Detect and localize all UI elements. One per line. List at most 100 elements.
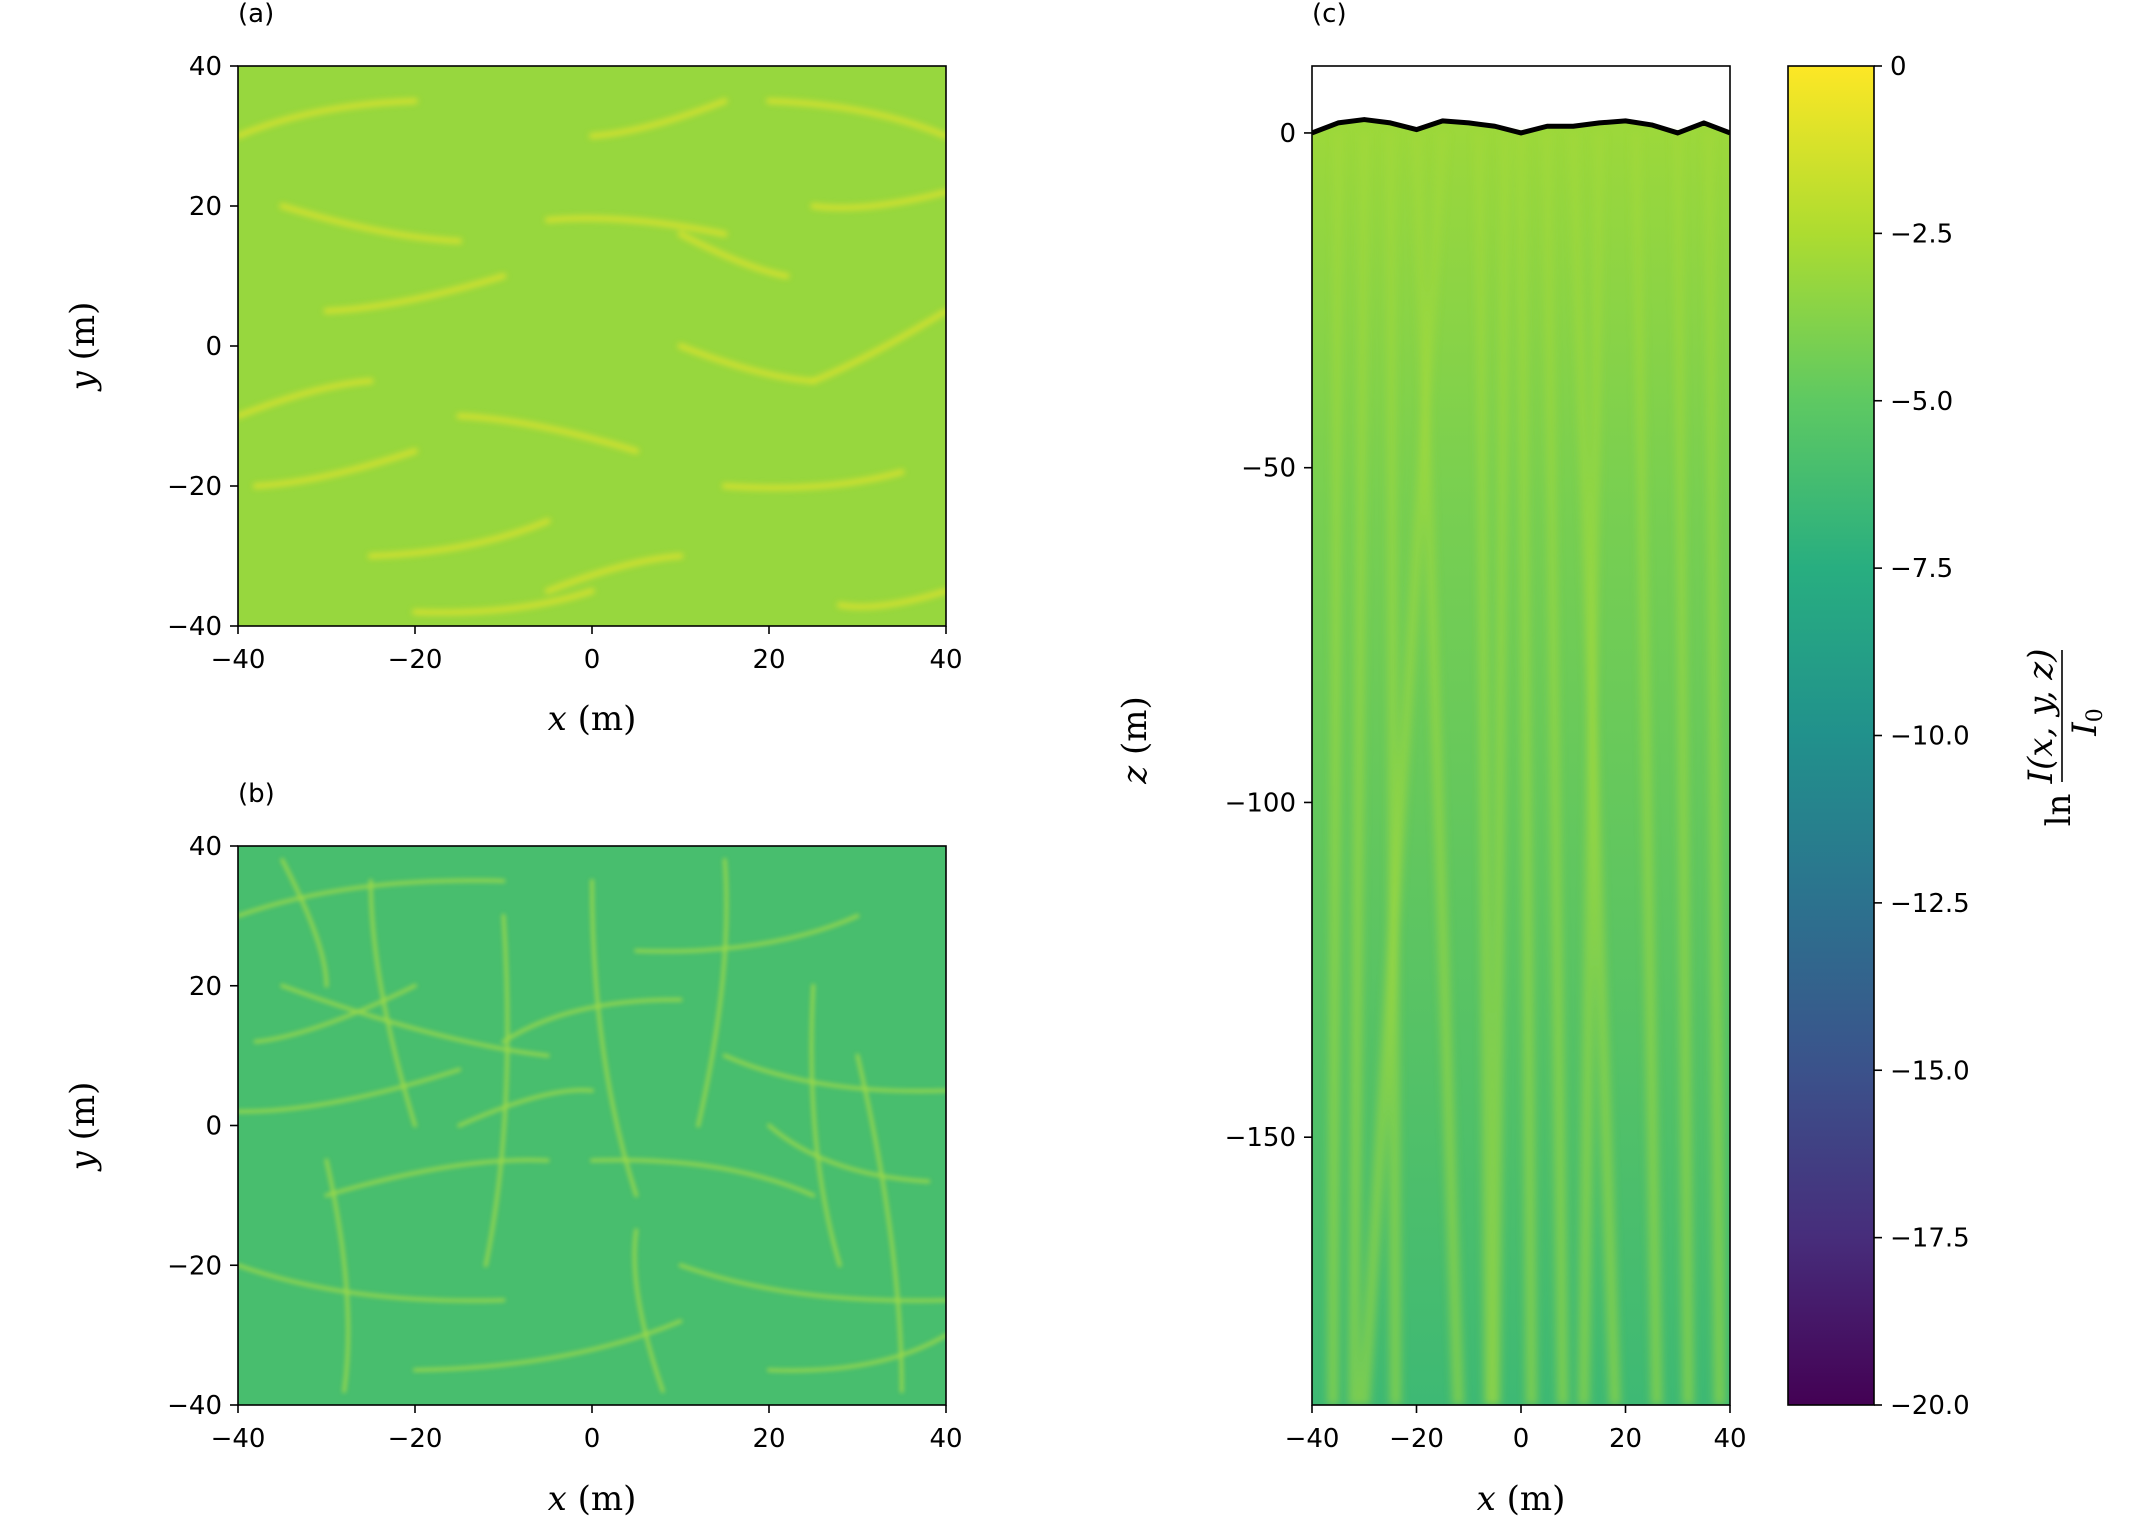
caustic-streak	[696, 857, 729, 1128]
light-shaft	[1475, 132, 1496, 1405]
panel-b: (b) −40 −20 0 20 40 −40 −20 0 20 40 x (m) y (m)	[63, 779, 963, 1519]
light-shaft	[1631, 132, 1663, 1405]
ytick-label: 40	[189, 52, 222, 82]
xtick-label: 0	[584, 645, 601, 675]
caustic-streak	[721, 469, 905, 491]
light-shafts	[1326, 132, 1726, 1405]
caustic-streak	[367, 518, 551, 559]
xtick-label: 40	[1713, 1424, 1746, 1454]
xtick-label: −20	[1389, 1424, 1444, 1454]
xtick-label: 20	[1609, 1424, 1642, 1454]
colorbar-tick-label: −2.5	[1890, 219, 1953, 249]
colorbar-label-prefix: ln	[2039, 794, 2079, 827]
water-column	[1312, 119, 1730, 1405]
colorbar-label-numerator: I(x, y, z)	[2021, 649, 2061, 785]
caustic-streak	[280, 857, 329, 988]
caustic-streak	[280, 983, 550, 1058]
xtick-label: 40	[929, 645, 962, 675]
xtick-label: 20	[752, 1424, 785, 1454]
panel-c-ticks: −40 −20 0 20 40 0 −50 −100 −150	[1225, 119, 1747, 1454]
panel-b-xlabel: x (m)	[548, 1479, 637, 1519]
light-shaft	[1673, 132, 1695, 1405]
caustic-streak	[368, 878, 417, 1128]
light-shaft	[1358, 132, 1447, 1405]
ytick-label: −150	[1225, 1123, 1296, 1153]
xtick-label: 40	[929, 1424, 962, 1454]
ytick-label: −20	[167, 1251, 222, 1281]
panel-b-ticks: −40 −20 0 20 40 −40 −20 0 20 40	[167, 832, 962, 1454]
caustic-streak	[253, 983, 417, 1044]
light-shaft	[1326, 132, 1343, 1405]
ytick-label: −50	[1241, 454, 1296, 484]
light-shaft	[1705, 132, 1726, 1405]
caustic-streak	[722, 1053, 946, 1094]
caustic-streak	[544, 215, 728, 237]
light-shaft	[1517, 132, 1538, 1405]
caustic-streak	[238, 878, 506, 918]
colorbar: 0 −2.5 −5.0 −7.5 −10.0 −12.5 −15.0 −17.5 −20.0 l…	[1787, 52, 2108, 1421]
surface-wave-line	[1312, 117, 1730, 136]
panel-c-water	[1312, 117, 1730, 1405]
panel-a-ticks: −40 −20 0 20 40 −40 −20 0 20 40	[167, 52, 962, 675]
caustic-streak	[836, 588, 946, 610]
ytick-label: 20	[189, 972, 222, 1002]
xtick-label: 0	[1513, 1424, 1530, 1454]
colorbar-tick-label: −17.5	[1890, 1224, 1970, 1254]
caustic-streak	[412, 588, 595, 616]
panel-a-background	[238, 66, 946, 626]
panel-a-label: (a)	[238, 0, 274, 29]
ytick-label: −100	[1225, 788, 1296, 818]
ytick-label: 0	[205, 1112, 222, 1142]
panel-c-label: (c)	[1312, 0, 1347, 29]
caustic-streak	[456, 413, 640, 454]
ytick-label: 20	[189, 192, 222, 222]
caustic-streak	[810, 189, 946, 211]
panel-a: (a) −40 −20 0 20 40 −40 −20 0 20 40 x (m) y (m)	[63, 0, 963, 739]
panel-c: (c) −40 −20 0 20 40 0 −50 −100 −150 x (m) z (m)	[1115, 0, 1747, 1519]
xtick-label: 20	[752, 645, 785, 675]
caustic-streak	[252, 448, 418, 489]
caustic-streak	[766, 98, 946, 139]
colorbar-gradient	[1788, 66, 1874, 1405]
light-shaft	[1488, 132, 1510, 1405]
caustic-streak	[238, 1067, 462, 1114]
caustic-streak	[767, 1123, 931, 1184]
ytick-label: 0	[1279, 119, 1296, 149]
panel-a-xlabel: x (m)	[548, 699, 637, 739]
light-shaft	[1543, 132, 1569, 1405]
caustic-streak	[678, 1263, 946, 1303]
caustic-streak	[279, 203, 463, 244]
colorbar-label-denominator: I0	[2065, 708, 2108, 736]
caustic-streak	[809, 983, 842, 1268]
light-shaft	[1577, 132, 1604, 1405]
panel-c-xlabel: x (m)	[1477, 1479, 1566, 1519]
colorbar-tick-label: −15.0	[1890, 1056, 1970, 1086]
caustic-streak	[323, 273, 507, 314]
light-shaft	[1347, 132, 1369, 1405]
colorbar-ticks: 0 −2.5 −5.0 −7.5 −10.0 −12.5 −15.0 −17.5 −20.0	[1874, 52, 1970, 1421]
caustic-streak	[238, 378, 374, 419]
caustic-streak	[677, 231, 790, 279]
colorbar-tick-label: −7.5	[1890, 554, 1953, 584]
panel-b-label: (b)	[238, 779, 275, 809]
ytick-label: −40	[167, 1391, 222, 1421]
caustic-streak	[544, 553, 684, 594]
caustic-streak	[590, 878, 639, 1198]
xtick-label: −20	[388, 645, 443, 675]
colorbar-tick-label: −20.0	[1890, 1391, 1970, 1421]
caustic-streak	[238, 98, 418, 139]
xtick-label: −20	[388, 1424, 443, 1454]
ytick-label: −20	[167, 472, 222, 502]
ytick-label: 40	[189, 832, 222, 862]
xtick-label: −40	[211, 645, 266, 675]
ytick-label: −40	[167, 612, 222, 642]
caustic-streak	[810, 308, 946, 384]
panel-a-caustics	[238, 98, 946, 616]
caustic-streak	[238, 1263, 506, 1303]
panel-a-ylabel: y (m)	[63, 302, 103, 393]
caustic-streak	[501, 997, 683, 1044]
ytick-label: 0	[205, 332, 222, 362]
caustic-streak	[457, 1088, 594, 1128]
xtick-label: −40	[1285, 1424, 1340, 1454]
